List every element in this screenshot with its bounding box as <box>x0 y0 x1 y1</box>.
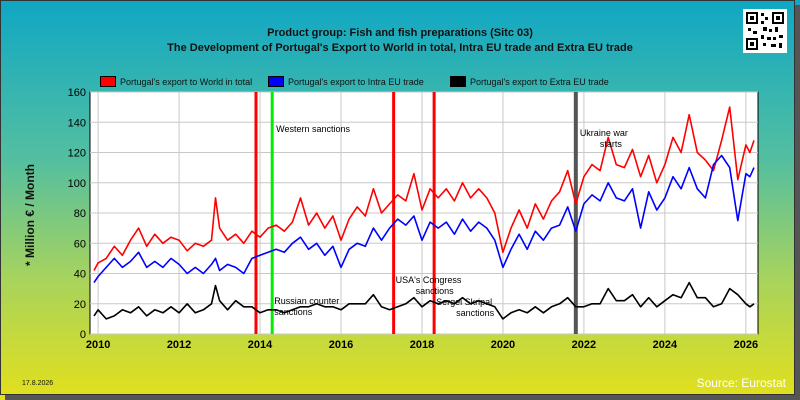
chart-title-line1: Product group: Fish and fish preparation… <box>267 27 533 39</box>
legend-item-intra-eu[interactable]: Portugal's export to Intra EU trade <box>268 76 424 87</box>
x-tick-label: 2012 <box>167 339 191 351</box>
annotations: Western sanctions USA's Congress sanctions… <box>274 124 628 318</box>
y-tick-label: 80 <box>74 208 86 220</box>
y-tick-label: 20 <box>74 299 86 311</box>
series-line-1 <box>93 154 755 284</box>
y-axis-ticks: 0 20 40 60 80 100 120 140 160 <box>68 87 86 341</box>
y-tick-label: 60 <box>74 238 86 250</box>
legend-swatch-world <box>100 76 116 87</box>
frame-shadow-bottom <box>5 395 800 400</box>
y-tick-label: 100 <box>68 178 86 190</box>
chart-title: Product group: Fish and fish preparation… <box>0 26 800 56</box>
series-line-2 <box>93 281 755 320</box>
qr-code-icon[interactable] <box>743 9 787 53</box>
x-tick-label: 2026 <box>734 339 758 351</box>
x-axis-ticks: 2010 2012 2014 2016 2018 2020 2022 2024 2026 <box>86 339 758 351</box>
footer-source: Source: Eurostat <box>696 376 786 390</box>
chart-title-line2: The Development of Portugal's Export to … <box>167 42 633 54</box>
legend: Portugal's export to World in total Port… <box>0 76 800 90</box>
footer-date: 17.8.2026 <box>22 380 54 387</box>
event-label: Ukraine war starts <box>580 128 628 149</box>
y-tick-label: 120 <box>68 148 86 160</box>
x-tick-label: 2016 <box>329 339 353 351</box>
legend-item-extra-eu[interactable]: Portugal's export to Extra EU trade <box>450 76 609 87</box>
x-tick-label: 2018 <box>410 339 434 351</box>
x-tick-label: 2020 <box>491 339 515 351</box>
legend-label-extra-eu: Portugal's export to Extra EU trade <box>470 76 609 87</box>
legend-swatch-extra-eu <box>450 76 466 87</box>
legend-label-world: Portugal's export to World in total <box>120 76 253 87</box>
annotation-label: Russian counter sanctions <box>274 296 339 317</box>
series-line-0 <box>93 106 755 271</box>
grid-lines <box>90 91 758 335</box>
y-tick-label: 160 <box>68 87 86 99</box>
y-tick-label: 40 <box>74 269 86 281</box>
event-label: USA's Congress sanctions <box>396 275 462 296</box>
series-lines <box>93 106 755 320</box>
legend-label-intra-eu: Portugal's export to Intra EU trade <box>288 76 424 87</box>
x-tick-label: 2024 <box>653 339 678 351</box>
event-label: Western sanctions <box>276 124 350 134</box>
y-tick-label: 140 <box>68 117 86 129</box>
x-tick-label: 2014 <box>248 339 273 351</box>
y-tick-label: 0 <box>80 329 86 341</box>
legend-item-world[interactable]: Portugal's export to World in total <box>100 76 252 87</box>
legend-swatch-intra-eu <box>268 76 284 87</box>
x-tick-label: 2010 <box>86 339 110 351</box>
event-label: Sergei Skripal sanctions <box>436 297 495 318</box>
event-markers <box>254 92 578 334</box>
x-tick-label: 2022 <box>572 339 596 351</box>
frame-shadow-right <box>795 5 800 400</box>
